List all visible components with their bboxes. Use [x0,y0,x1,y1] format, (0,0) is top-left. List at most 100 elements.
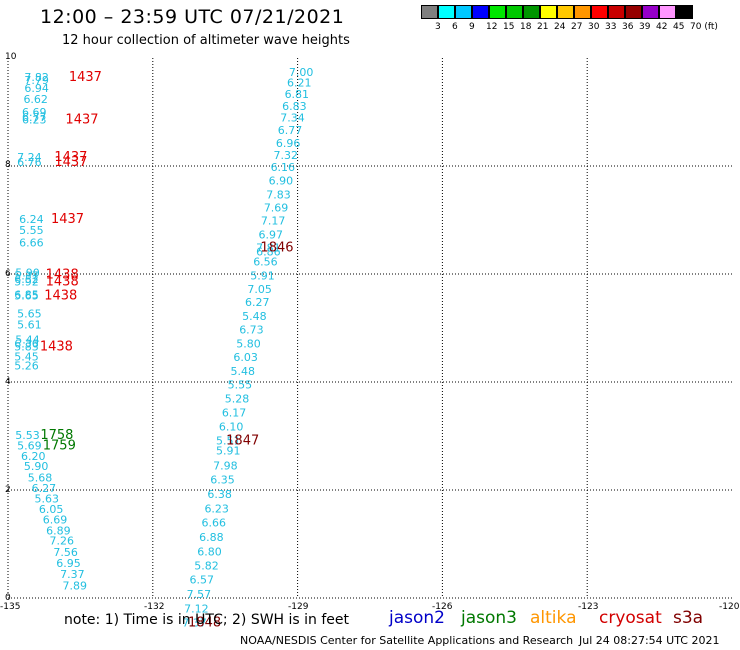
pass-time-value: 1438 [44,288,77,303]
wave-height-value: 5.45 [14,350,39,363]
wave-height-value: 6.24 [19,213,44,226]
wave-height-value: 6.80 [197,545,222,558]
wave-height-value: 6.17 [222,407,247,420]
legend-label: 18 [520,22,532,32]
pass-time-value: 1437 [54,155,87,170]
satellite-s3a-label: s3a [673,608,704,628]
pass-time-value: 1438 [46,274,79,289]
legend-swatch [455,5,472,19]
wave-height-value: 7.26 [50,535,75,548]
legend-label: 24 [554,22,566,32]
y-tick-label: 6 [5,269,11,279]
wave-height-value: 6.73 [239,323,264,336]
wave-height-value: 6.66 [19,236,44,249]
wave-height-value: 6.21 [287,77,312,90]
generated-timestamp: Jul 24 08:27:54 UTC 2021 [579,634,720,647]
wave-height-value: 7.82 [24,71,49,84]
wave-height-value: 6.97 [259,228,284,241]
wave-height-value: 7.79 [24,74,49,87]
legend-swatch [523,5,540,19]
pass-time-value: 1758 [40,428,73,443]
wave-height-value: 6.88 [199,531,224,544]
pass-time-labels: 1437143714371437143714381438143814381758… [40,70,294,630]
wave-height-value: 5.83 [14,341,39,354]
wave-height-value: 5.44 [15,334,39,347]
satellite-jason3-label: jason3 [461,608,517,628]
wave-height-value: 6.23 [22,113,47,126]
wave-height-value: 6.66 [202,517,227,530]
wave-height-value: 6.10 [219,421,244,434]
pass-time-value: 1437 [51,212,84,227]
pass-time-value: 1437 [54,150,87,165]
wave-height-value: 7.69 [264,201,289,214]
units-note: note: 1) Time is in UTC; 2) SWH is in fe… [64,612,350,628]
wave-height-value: 7.17 [261,214,286,227]
wave-height-value: 7.56 [53,546,78,559]
wave-height-value: 5.26 [14,360,39,373]
legend-swatch [438,5,455,19]
legend-label: 21 [537,22,549,32]
satellite-jason2-label: jason2 [389,608,445,628]
y-tick-label: 2 [5,485,11,495]
wave-height-value: 5.55 [228,378,253,391]
wave-height-value: 6.57 [189,573,214,586]
wave-height-value: 6.62 [23,93,48,106]
wave-height-value: 7.12 [184,603,209,616]
wave-height-value: 6.20 [21,450,45,463]
wave-height-value: 5.65 [14,289,39,302]
wave-height-value: 5.61 [17,319,42,332]
wave-height-value: 5.90 [15,267,39,280]
x-tick-label: -126 [432,602,453,612]
wave-height-value: 7.98 [213,459,238,472]
x-tick-label: -123 [578,602,599,612]
legend-label: 36 [622,22,634,32]
wave-height-value: 5.55 [19,224,44,237]
x-tick-label: -120 [719,602,740,612]
legend-swatch [506,5,523,19]
wave-height-value: 7.37 [182,617,207,630]
legend-label: 70 (ft) [690,22,718,32]
wave-height-value: 6.77 [22,111,47,124]
legend-label: 42 [656,22,668,32]
wave-height-value: 6.96 [276,137,301,150]
y-tick-label: 10 [5,52,17,62]
wave-height-value: 7.37 [60,568,85,581]
legend-swatch [540,5,557,19]
wave-height-value: 5.91 [250,269,274,282]
wave-height-value: 6.69 [22,106,47,119]
wave-height-value: 6.90 [269,174,294,187]
legend-label: 30 [588,22,600,32]
wave-height-value: 7.57 [187,588,212,601]
wave-height-value: 6.05 [39,503,64,516]
legend-swatch [421,5,438,19]
legend-label: 27 [571,22,583,32]
pass-time-value: 1846 [260,240,293,255]
wave-height-value: 6.52 [14,273,39,286]
legend-label: 3 [435,22,441,32]
wave-height-value: 7.24 [17,151,42,164]
legend-swatch [557,5,574,19]
legend-swatch [574,5,591,19]
wave-height-labels: 7.827.796.946.626.696.776.237.246.766.24… [14,66,313,630]
legend-label: 39 [639,22,651,32]
legend-swatch [676,5,693,19]
credit-footer: NOAA/NESDIS Center for Satellite Applica… [240,634,574,647]
pass-time-value: 1437 [69,70,102,85]
legend-swatch [608,5,625,19]
wave-height-value: 6.83 [282,100,307,113]
y-tick-label: 8 [5,160,11,170]
legend-label: 33 [605,22,617,32]
wave-height-value: 5.82 [194,559,219,572]
pass-time-value: 1438 [46,267,79,282]
wave-height-value: 5.48 [242,310,266,323]
wave-height-value: 6.85 [14,288,39,301]
wave-height-value: 7.32 [273,149,298,162]
y-tick-label: 4 [5,377,11,387]
wave-height-value: 6.89 [46,524,70,537]
legend-swatch [591,5,608,19]
wave-height-value: 6.77 [278,124,303,137]
pass-time-value: 1759 [43,439,76,454]
wave-height-value: 5.80 [236,337,261,350]
x-tick-label: -132 [144,602,165,612]
wave-height-value: 5.90 [24,460,49,473]
